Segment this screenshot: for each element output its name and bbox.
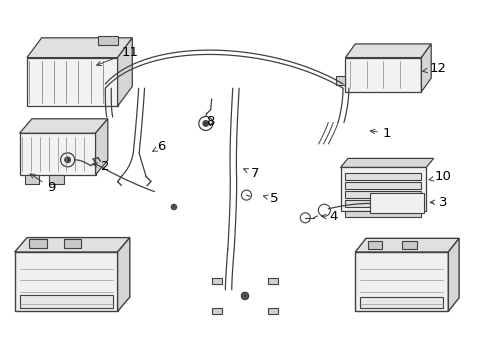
Text: 12: 12: [423, 62, 447, 75]
Text: 11: 11: [97, 46, 138, 66]
Bar: [402, 241, 416, 249]
Bar: [27, 58, 118, 106]
Bar: [355, 252, 448, 311]
Polygon shape: [355, 238, 459, 252]
Circle shape: [65, 157, 71, 163]
Bar: [345, 182, 421, 189]
Bar: [345, 173, 421, 180]
Bar: [20, 133, 96, 175]
Bar: [20, 295, 113, 308]
Bar: [98, 36, 118, 45]
Polygon shape: [15, 238, 130, 252]
Polygon shape: [96, 119, 108, 175]
Polygon shape: [448, 238, 459, 311]
Text: 5: 5: [264, 192, 279, 205]
Bar: [64, 239, 81, 248]
Bar: [24, 175, 39, 184]
Text: 10: 10: [429, 170, 452, 183]
Text: 9: 9: [30, 174, 56, 194]
Polygon shape: [341, 158, 434, 167]
Bar: [29, 239, 47, 248]
Circle shape: [244, 294, 246, 297]
Bar: [360, 297, 443, 308]
Text: 3: 3: [430, 196, 448, 209]
Bar: [268, 278, 278, 284]
Polygon shape: [345, 44, 431, 58]
Bar: [336, 76, 345, 85]
Polygon shape: [421, 44, 431, 92]
Bar: [368, 241, 382, 249]
Text: 2: 2: [93, 160, 110, 173]
Text: 6: 6: [152, 140, 166, 153]
Circle shape: [173, 206, 175, 208]
Bar: [341, 167, 426, 211]
Text: 4: 4: [321, 210, 338, 223]
Bar: [49, 175, 64, 184]
Polygon shape: [118, 38, 132, 106]
Circle shape: [203, 121, 209, 126]
Bar: [212, 308, 222, 314]
Bar: [212, 278, 222, 284]
Bar: [345, 58, 421, 92]
Polygon shape: [118, 238, 130, 311]
Bar: [345, 200, 421, 207]
Polygon shape: [20, 119, 108, 133]
Bar: [268, 308, 278, 314]
Polygon shape: [27, 38, 132, 58]
Bar: [345, 191, 421, 198]
Text: 7: 7: [244, 167, 259, 180]
Bar: [345, 211, 421, 217]
Text: 8: 8: [206, 115, 215, 128]
Text: 1: 1: [370, 127, 392, 140]
Bar: [15, 252, 118, 311]
Bar: [370, 193, 424, 213]
